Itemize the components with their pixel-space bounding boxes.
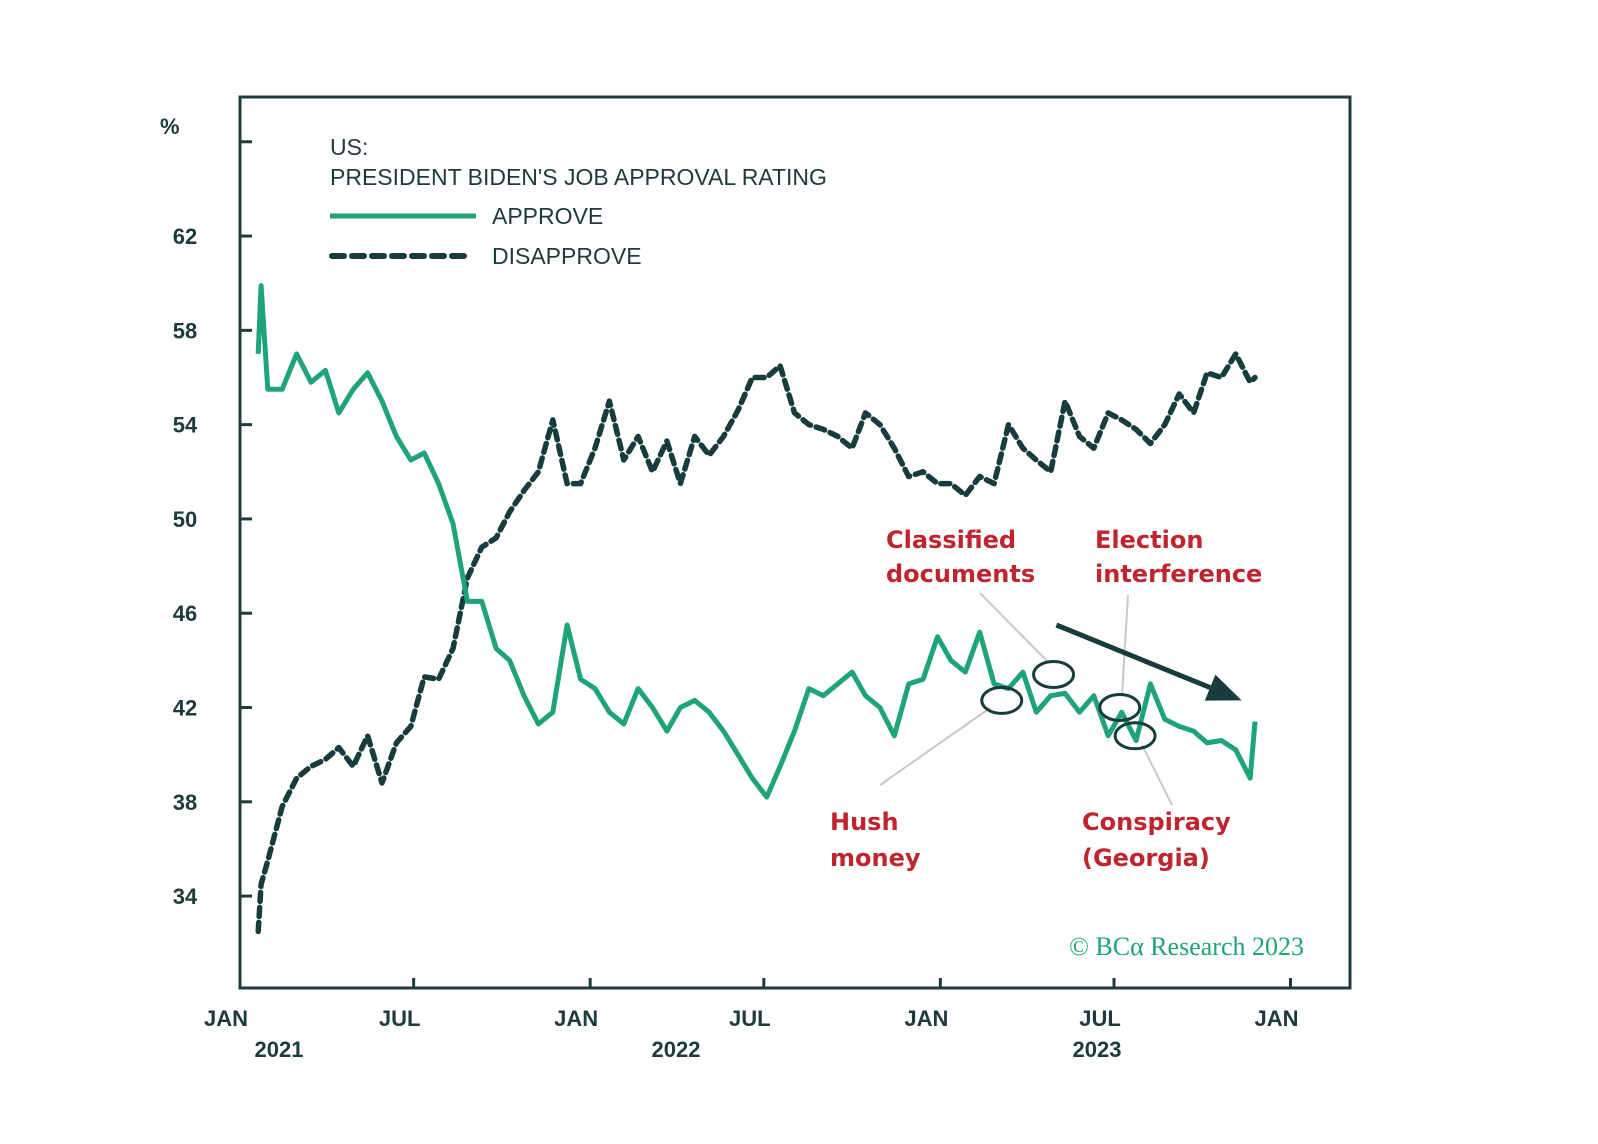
chart-subtitle: PRESIDENT BIDEN'S JOB APPROVAL RATING xyxy=(330,164,827,190)
y-tick-label: 62 xyxy=(173,224,197,249)
leader-hush xyxy=(879,707,991,786)
annotation-conspiracy: Conspiracy (Georgia) xyxy=(1082,808,1239,872)
y-tick-label: 38 xyxy=(173,790,197,815)
y-tick-label: 46 xyxy=(173,601,197,626)
legend-disapprove-label: DISAPPROVE xyxy=(492,243,642,269)
annotation-leaders xyxy=(879,592,1173,806)
leader-classified xyxy=(979,592,1049,663)
y-tick-label: 34 xyxy=(173,884,198,909)
series-line-disapprove xyxy=(255,351,1258,935)
plot-frame xyxy=(238,95,1352,990)
y-tick-label: 54 xyxy=(173,413,198,438)
leader-conspiracy xyxy=(1141,744,1173,806)
x-tick-label: JAN xyxy=(904,1006,948,1031)
annotation-circle xyxy=(1098,693,1142,722)
x-year-label: 2021 xyxy=(255,1037,304,1062)
x-tick-label: JUL xyxy=(1079,1006,1121,1031)
leader-election xyxy=(1121,594,1129,696)
chart-title: US: xyxy=(330,134,368,160)
x-year-label: 2023 xyxy=(1073,1037,1122,1062)
y-tick-label: 58 xyxy=(173,318,197,343)
series-line-approve xyxy=(255,283,1258,800)
y-axis-unit: % xyxy=(160,114,180,139)
x-tick-label: JUL xyxy=(379,1006,421,1031)
x-tick-label: JAN xyxy=(554,1006,598,1031)
x-tick-label: JAN xyxy=(1255,1006,1299,1031)
x-tick-label: JUL xyxy=(729,1006,771,1031)
y-tick-label: 50 xyxy=(173,507,197,532)
annotation-circle xyxy=(1032,660,1076,689)
annotation-hush: Hush money xyxy=(830,808,921,872)
x-tick-label: JAN xyxy=(204,1006,248,1031)
x-year-label: 2022 xyxy=(652,1037,701,1062)
annotation-circle xyxy=(1113,721,1157,751)
annotation-circle xyxy=(980,685,1024,715)
annotation-classified: Classified documents xyxy=(886,526,1035,588)
trend-arrow-shaft xyxy=(1055,622,1212,690)
annotation-election: Election interference xyxy=(1095,526,1262,588)
copyright: © BCα Research 2023 xyxy=(1069,932,1304,961)
legend-approve-label: APPROVE xyxy=(492,203,603,229)
y-tick-label: 42 xyxy=(173,696,197,721)
trend-arrow-head xyxy=(1204,674,1242,701)
